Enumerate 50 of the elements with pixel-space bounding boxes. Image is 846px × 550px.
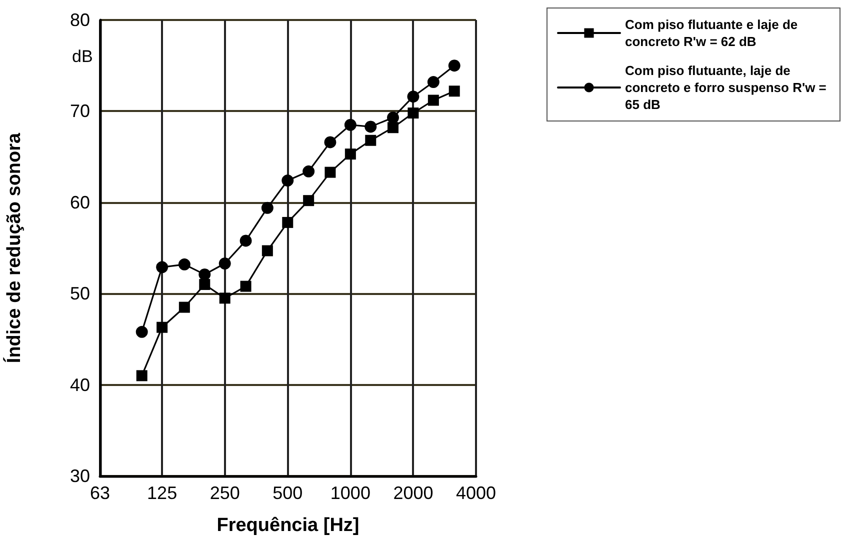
y-tick-label: 50 bbox=[70, 284, 90, 304]
y-tick-label: 60 bbox=[70, 192, 90, 212]
point bbox=[428, 94, 439, 106]
point bbox=[156, 261, 168, 274]
point bbox=[344, 148, 356, 160]
y-tick-label: 80 bbox=[70, 10, 90, 30]
point bbox=[261, 202, 274, 214]
x-tick-label: 63 bbox=[90, 483, 110, 503]
point bbox=[178, 258, 190, 270]
point bbox=[407, 90, 420, 103]
x-tick-label: 2000 bbox=[393, 483, 434, 503]
x-tick-label: 125 bbox=[147, 483, 178, 503]
x-tick-label: 4000 bbox=[456, 483, 496, 503]
point bbox=[324, 166, 336, 178]
point bbox=[178, 302, 190, 313]
point bbox=[282, 216, 294, 228]
point bbox=[136, 370, 148, 382]
point bbox=[240, 234, 252, 247]
point bbox=[448, 60, 460, 72]
point bbox=[365, 134, 376, 146]
point bbox=[388, 122, 398, 134]
point bbox=[198, 268, 211, 280]
point bbox=[282, 174, 294, 187]
point bbox=[199, 278, 210, 290]
point bbox=[344, 118, 356, 131]
point bbox=[218, 258, 231, 270]
y-tick-label: 40 bbox=[70, 374, 90, 395]
point bbox=[427, 76, 440, 88]
y-axis-title: Índice de redução sonora bbox=[3, 132, 25, 364]
text: dB bbox=[72, 47, 93, 66]
point bbox=[303, 195, 314, 206]
x-tick-label: 500 bbox=[272, 483, 303, 503]
x-axis-title: Frequência [Hz] bbox=[216, 515, 360, 536]
point bbox=[156, 322, 168, 333]
point bbox=[408, 108, 419, 119]
x-tick-label: 1000 bbox=[330, 483, 370, 503]
y-tick-label: 70 bbox=[70, 101, 90, 122]
point bbox=[448, 86, 460, 97]
point bbox=[324, 136, 336, 148]
point bbox=[219, 292, 230, 304]
point bbox=[136, 326, 148, 338]
y-tick-label: 30 bbox=[70, 466, 90, 486]
point bbox=[302, 165, 315, 178]
x-tick-label: 250 bbox=[210, 483, 240, 503]
legend-label: Com piso flutuante, laje de concreto e forro suspenso R'w = 65 dB bbox=[625, 63, 830, 112]
point bbox=[364, 120, 377, 133]
point bbox=[387, 112, 399, 124]
point bbox=[262, 245, 273, 256]
point bbox=[240, 280, 252, 292]
legend-label: Com piso flutuante e laje de concreto R'w = 62 dB bbox=[625, 17, 802, 49]
